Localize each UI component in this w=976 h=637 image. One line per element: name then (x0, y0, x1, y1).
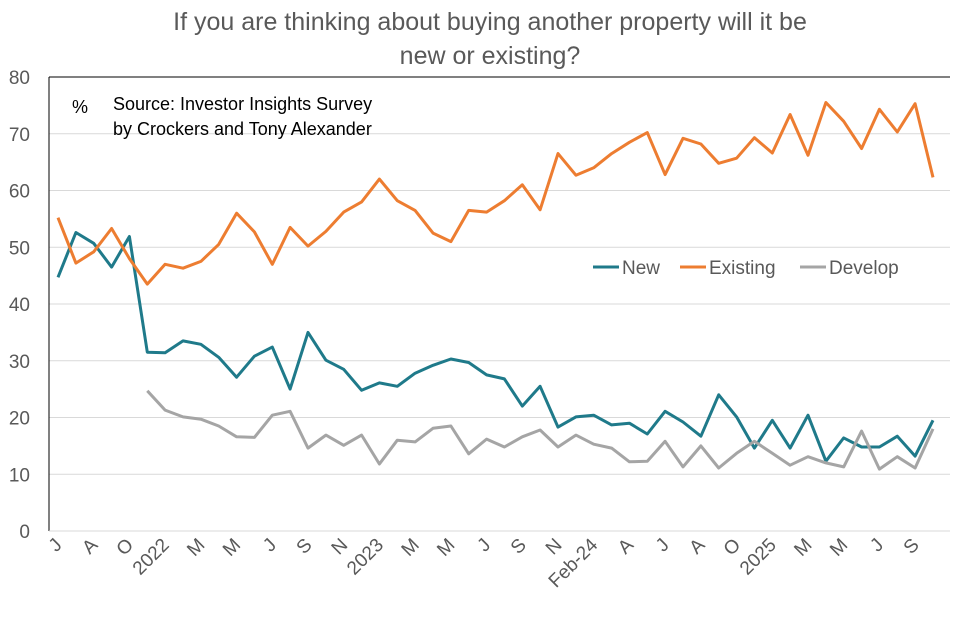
gridlines (49, 133, 950, 475)
unit-label: % (72, 97, 88, 117)
legend-label-existing: Existing (709, 258, 776, 279)
y-axis-ticks: 0 10 20 30 40 50 60 70 80 (9, 68, 30, 543)
series-line-new (56, 231, 935, 463)
x-tick-label: M (183, 535, 209, 561)
series-line-existing (56, 101, 935, 286)
y-tick-label: 60 (9, 182, 30, 203)
x-tick-label: O (113, 535, 138, 560)
y-tick-label: 20 (9, 409, 30, 430)
x-tick-label: N (328, 535, 353, 560)
legend-label-develop: Develop (829, 258, 899, 279)
y-tick-label: 40 (9, 295, 30, 316)
x-tick-label: M (398, 535, 424, 561)
y-tick-label: 80 (9, 68, 30, 89)
series-lines (56, 101, 935, 471)
x-tick-label: J (652, 535, 674, 557)
x-tick-label: M (826, 535, 852, 561)
x-tick-label: S (507, 535, 531, 559)
x-tick-label: M (219, 535, 245, 561)
x-tick-label: O (720, 535, 745, 560)
source-note-line-1: Source: Investor Insights Survey (113, 94, 372, 114)
x-tick-label: J (45, 535, 67, 557)
x-tick-label: J (259, 535, 281, 557)
x-tick-label: J (474, 535, 496, 557)
y-tick-label: 30 (9, 352, 30, 373)
source-note-line-2: by Crockers and Tony Alexander (113, 119, 372, 139)
x-tick-label: N (542, 535, 567, 560)
y-tick-label: 0 (19, 522, 30, 543)
y-tick-label: 70 (9, 125, 30, 146)
x-tick-label: 2022 (129, 535, 174, 580)
x-tick-label: M (433, 535, 459, 561)
chart-title-line-2: new or existing? (400, 42, 581, 70)
legend: New Existing Develop (593, 258, 899, 279)
x-tick-label: A (78, 534, 102, 558)
x-tick-label: A (686, 534, 710, 558)
chart-title-line-1: If you are thinking about buying another… (173, 8, 807, 36)
y-tick-label: 10 (9, 465, 30, 486)
x-tick-label: A (614, 534, 638, 558)
x-tick-label: J (866, 535, 888, 557)
legend-label-new: New (622, 258, 660, 279)
x-tick-label: M (790, 535, 816, 561)
x-tick-label: 2023 (343, 535, 388, 580)
y-tick-label: 50 (9, 238, 30, 259)
plot-frame (48, 76, 950, 532)
x-tick-label: S (293, 535, 317, 559)
x-tick-label: 2025 (736, 535, 781, 580)
x-tick-label: S (900, 535, 924, 559)
series-line-develop (146, 389, 935, 471)
